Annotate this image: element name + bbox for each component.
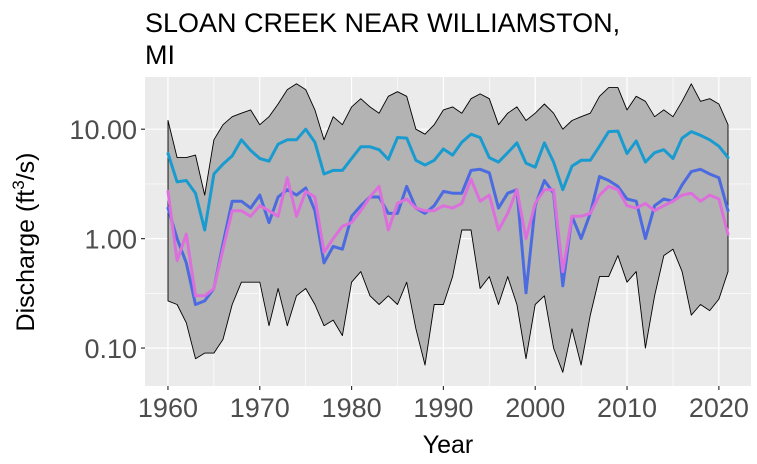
x-tick-label: 1960 — [138, 393, 198, 423]
x-tick-label: 2020 — [689, 393, 749, 423]
x-axis-label: Year — [423, 431, 474, 459]
range-band — [167, 83, 729, 373]
x-tick-label: 1970 — [230, 393, 290, 423]
y-tick-label: 1.00 — [84, 225, 137, 255]
y-axis-ticks: 0.10 1.00 10.00 — [69, 115, 145, 364]
y-axis-label: Discharge (ft3/s) — [9, 153, 40, 332]
x-tick-label: 2010 — [597, 393, 657, 423]
chart-title-line-2: MI — [145, 40, 175, 70]
series-line-1 — [166, 127, 730, 232]
x-tick-label: 1980 — [322, 393, 382, 423]
series-lines — [166, 127, 730, 306]
x-tick-label: 1990 — [413, 393, 473, 423]
x-axis-ticks: 1960 1970 1980 1990 2000 2010 2020 — [138, 386, 749, 423]
y-tick-label: 0.10 — [84, 334, 137, 364]
series-line-2 — [166, 167, 730, 306]
chart-title-line-1: SLOAN CREEK NEAR WILLIAMSTON, — [145, 8, 620, 38]
y-tick-label: 10.00 — [69, 115, 137, 145]
y-axis-label-main: Discharge (ft — [12, 190, 40, 332]
y-axis-label-superscript: 3 — [9, 180, 28, 189]
series-line-3 — [166, 176, 730, 298]
band-area — [167, 83, 729, 373]
y-axis-label-unit: /s) — [12, 153, 40, 181]
x-tick-label: 2000 — [505, 393, 565, 423]
